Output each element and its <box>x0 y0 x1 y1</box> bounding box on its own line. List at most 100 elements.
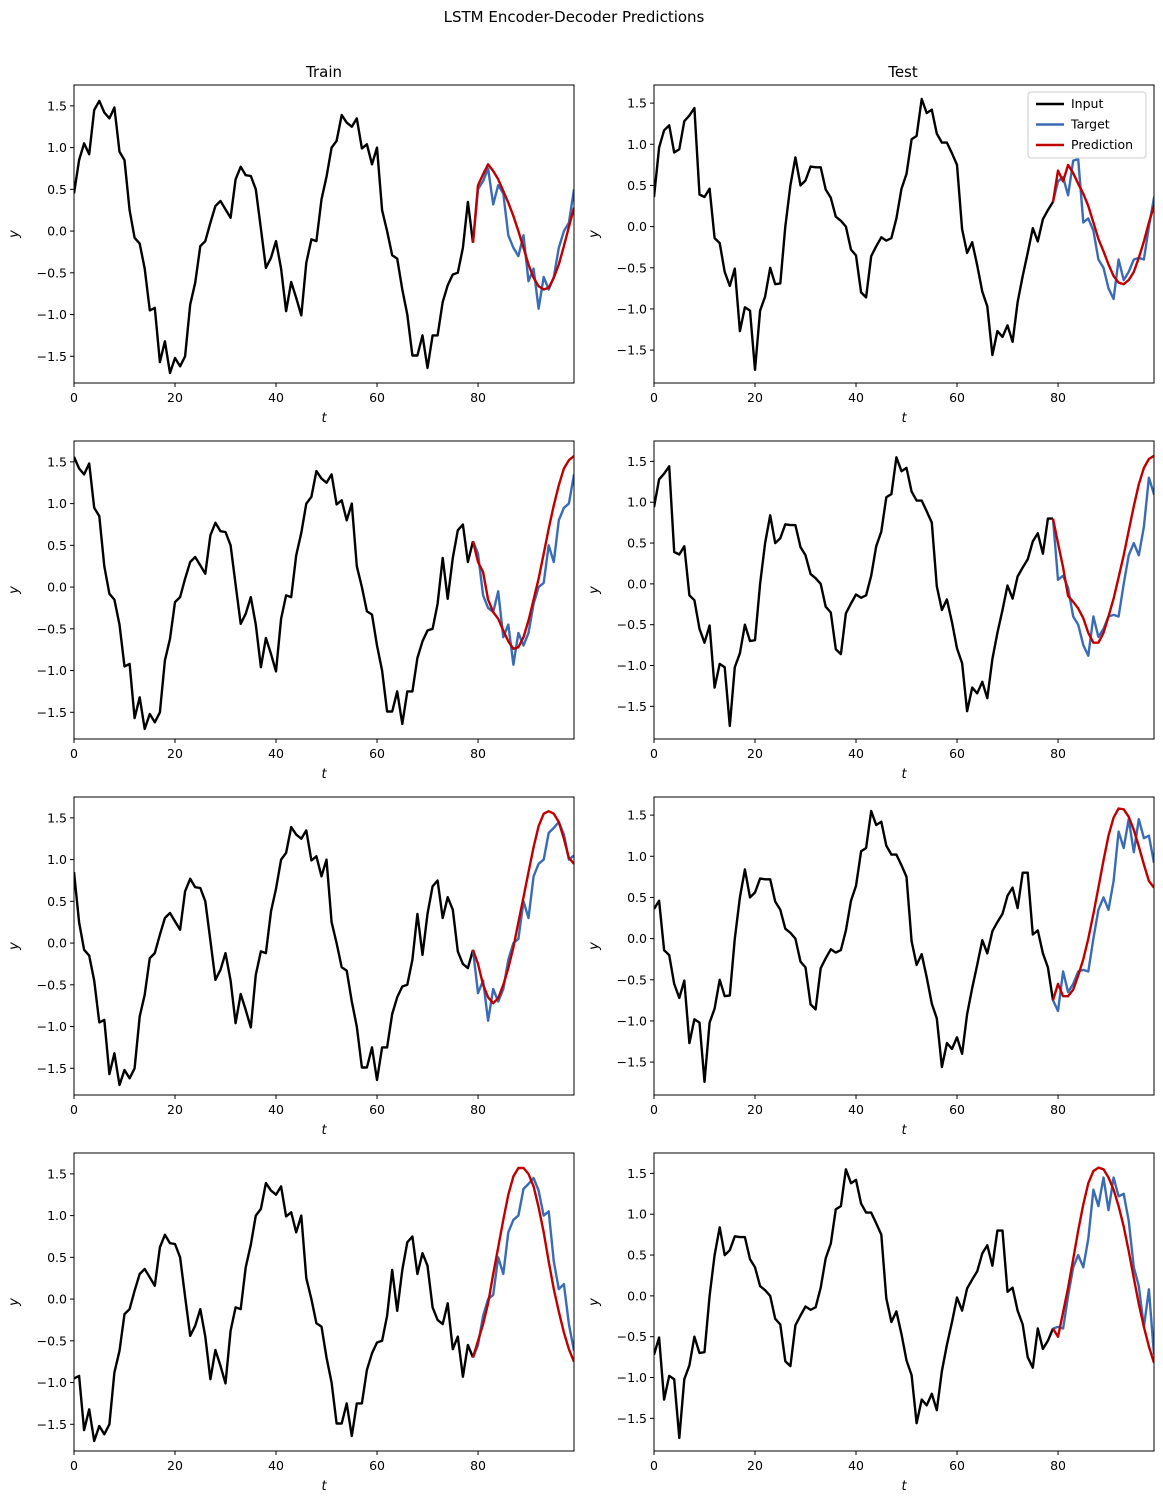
series-group <box>654 454 1154 728</box>
x-tick-label: 40 <box>268 1458 284 1473</box>
column-title-test: Test <box>887 63 918 81</box>
y-axis-label: y <box>7 586 22 595</box>
x-tick-label: 0 <box>70 1102 78 1117</box>
series-group <box>654 97 1154 371</box>
series-line-target <box>1051 157 1154 301</box>
x-axis-label: t <box>321 1479 327 1494</box>
x-tick-label: 40 <box>848 746 864 761</box>
chart-panel-test-row4: 0 20 40 60 80 −1.5 −1.0 −0.5 0.0 0.5 1.0 1.5 t y <box>587 1152 1155 1494</box>
y-tick-label: −0.5 <box>37 1333 67 1348</box>
x-tick-label: 60 <box>369 390 385 405</box>
series-line-target <box>471 167 574 310</box>
x-tick-label: 20 <box>167 390 183 405</box>
y-tick-label: 1.5 <box>47 454 67 469</box>
legend-input-label: Input <box>1071 96 1103 111</box>
y-tick-label: −1.0 <box>617 1370 647 1385</box>
plot-frame <box>653 1152 1155 1452</box>
y-tick-label: −0.5 <box>617 972 647 987</box>
x-axis-label: t <box>901 1479 907 1494</box>
x-tick-label: 20 <box>747 390 763 405</box>
y-tick-label: −1.5 <box>617 1411 647 1426</box>
figure-title: LSTM Encoder-Decoder Predictions <box>444 8 705 26</box>
plot-frame <box>73 440 575 740</box>
series-group <box>654 1166 1154 1440</box>
x-tick-label: 0 <box>70 390 78 405</box>
y-tick-label: 1.5 <box>47 98 67 113</box>
y-tick-label: 0.5 <box>47 182 67 197</box>
x-tick-label: 60 <box>949 390 965 405</box>
column-title-train: Train <box>305 63 342 81</box>
y-tick-label: 1.0 <box>47 140 67 155</box>
series-line-prediction <box>471 810 574 1005</box>
series-line-prediction <box>471 1166 574 1363</box>
y-tick-label: −0.5 <box>37 621 67 636</box>
y-tick-label: 1.5 <box>627 808 647 823</box>
y-tick-label: −1.0 <box>617 1013 647 1028</box>
y-tick-label: 1.0 <box>627 1207 647 1222</box>
y-axis-label: y <box>7 230 22 239</box>
y-tick-label: −1.5 <box>617 699 647 714</box>
y-tick-label: 1.5 <box>627 96 647 111</box>
y-tick-label: −1.0 <box>37 1375 67 1390</box>
series-line-prediction <box>1051 807 1154 1001</box>
chart-panel-train-row3: 0 20 40 60 80 −1.5 −1.0 −0.5 0.0 0.5 1.0 1.5 t y <box>7 796 575 1138</box>
y-axis-label: y <box>587 586 602 595</box>
x-axis-label: t <box>321 1123 327 1138</box>
series-group <box>74 1166 574 1443</box>
y-tick-label: −1.5 <box>37 1061 67 1076</box>
series-group <box>654 807 1154 1084</box>
x-tick-label: 80 <box>470 1102 486 1117</box>
y-tick-label: 0.5 <box>47 1250 67 1265</box>
x-tick-label: 40 <box>848 1458 864 1473</box>
y-tick-label: −1.0 <box>617 301 647 316</box>
series-line-input <box>74 1181 475 1443</box>
x-tick-label: 40 <box>268 1102 284 1117</box>
plot-frame <box>653 440 1155 740</box>
y-tick-label: −1.0 <box>37 307 67 322</box>
y-tick-label: 1.0 <box>627 137 647 152</box>
x-tick-label: 20 <box>747 1102 763 1117</box>
series-group <box>74 99 574 375</box>
y-tick-label: 1.0 <box>627 849 647 864</box>
plot-frame <box>653 84 1155 384</box>
y-tick-label: 1.0 <box>47 496 67 511</box>
x-axis-label: t <box>901 411 907 426</box>
plot-frame <box>73 1152 575 1452</box>
y-tick-label: 1.5 <box>627 1166 647 1181</box>
y-tick-label: 1.0 <box>47 1208 67 1223</box>
chart-panel-train-row2: 0 20 40 60 80 −1.5 −1.0 −0.5 0.0 0.5 1.0 1.5 t y <box>7 440 575 782</box>
x-tick-label: 60 <box>369 1102 385 1117</box>
x-axis-label: t <box>901 1123 907 1138</box>
legend-target-label: Target <box>1070 117 1110 132</box>
x-tick-label: 60 <box>949 746 965 761</box>
y-tick-label: 0.5 <box>627 1248 647 1263</box>
y-tick-label: −1.5 <box>617 1055 647 1070</box>
y-tick-label: 0.0 <box>627 219 647 234</box>
y-tick-label: 1.5 <box>627 454 647 469</box>
x-tick-label: 40 <box>848 1102 864 1117</box>
series-line-prediction <box>1051 454 1154 644</box>
y-tick-label: −1.5 <box>37 349 67 364</box>
legend-frame <box>1027 91 1147 159</box>
x-tick-label: 80 <box>470 390 486 405</box>
x-tick-label: 80 <box>1050 1458 1066 1473</box>
series-group <box>74 810 574 1087</box>
x-tick-label: 40 <box>268 746 284 761</box>
x-tick-label: 80 <box>1050 390 1066 405</box>
series-group <box>74 455 574 731</box>
series-line-prediction <box>1051 1166 1154 1364</box>
y-axis-label: y <box>7 942 22 951</box>
y-tick-label: 0.0 <box>47 936 67 951</box>
x-tick-label: 0 <box>650 390 658 405</box>
y-tick-label: 0.5 <box>47 538 67 553</box>
series-line-target <box>1052 1176 1154 1355</box>
plot-frame <box>653 796 1155 1096</box>
x-tick-label: 60 <box>949 1102 965 1117</box>
series-line-input <box>654 97 1055 371</box>
y-tick-label: −1.0 <box>37 1019 67 1034</box>
x-tick-label: 80 <box>1050 746 1066 761</box>
x-tick-label: 80 <box>470 746 486 761</box>
y-tick-label: 1.5 <box>47 1166 67 1181</box>
chart-panel-test-row3: 0 20 40 60 80 −1.5 −1.0 −0.5 0.0 0.5 1.0 1.5 t y <box>587 796 1155 1138</box>
series-line-input <box>74 456 475 731</box>
